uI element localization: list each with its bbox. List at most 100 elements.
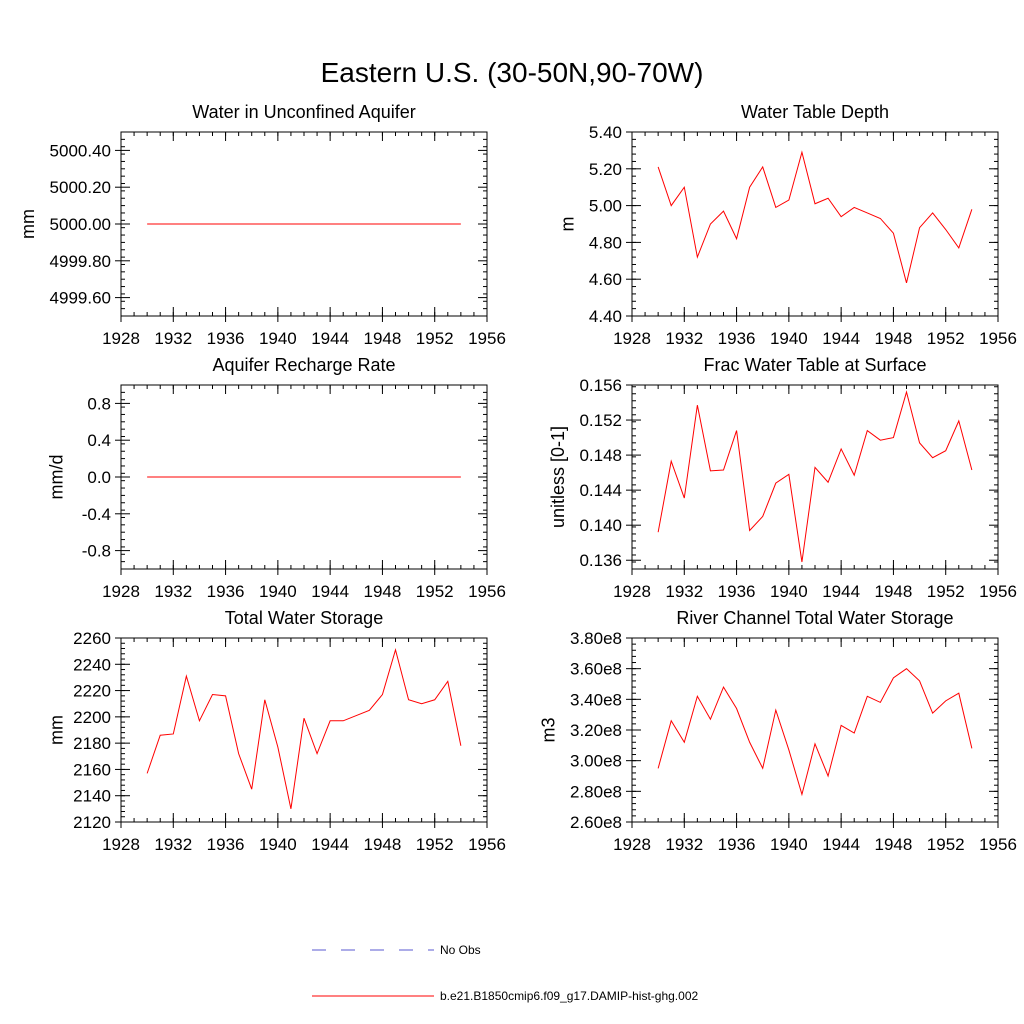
x-tick-label: 1928	[613, 582, 651, 601]
x-tick-label: 1956	[468, 835, 506, 854]
x-tick-label: 1932	[665, 835, 703, 854]
y-tick-label: 0.152	[579, 411, 622, 430]
y-tick-label: 2.80e8	[570, 782, 622, 801]
y-tick-label: 0.156	[579, 376, 622, 395]
x-tick-label: 1952	[927, 582, 965, 601]
x-tick-label: 1936	[718, 329, 756, 348]
y-tick-label: -0.8	[82, 542, 111, 561]
panel-title: Frac Water Table at Surface	[703, 355, 926, 375]
x-tick-label: 1948	[875, 329, 913, 348]
x-tick-label: 1932	[665, 582, 703, 601]
x-tick-label: 1932	[665, 329, 703, 348]
x-tick-label: 1956	[468, 329, 506, 348]
y-axis-label: mm/d	[47, 455, 67, 500]
y-axis-label: m3	[538, 717, 558, 742]
x-tick-label: 1936	[207, 835, 245, 854]
y-tick-label: 0.0	[87, 468, 111, 487]
y-axis-label: m	[558, 217, 578, 232]
series-line	[657, 150, 973, 284]
y-axis-label: mm	[47, 715, 67, 745]
x-tick-label: 1944	[822, 835, 860, 854]
panel-title: Water Table Depth	[741, 102, 889, 122]
x-tick-label: 1944	[311, 582, 349, 601]
y-tick-label: 0.8	[87, 394, 111, 413]
x-tick-label: 1944	[311, 329, 349, 348]
y-tick-label: 5.00	[589, 197, 622, 216]
y-tick-label: 5000.00	[50, 215, 111, 234]
y-tick-label: 5000.20	[50, 178, 111, 197]
y-tick-label: 2.60e8	[570, 813, 622, 832]
y-tick-label: 5.40	[589, 123, 622, 142]
panel-6: River Channel Total Water Storage 1928 193…	[538, 608, 1017, 854]
x-tick-label: 1952	[416, 582, 454, 601]
panel-title: Water in Unconfined Aquifer	[192, 102, 415, 122]
y-tick-label: 4.80	[589, 233, 622, 252]
y-tick-label: 4999.60	[50, 289, 111, 308]
plot-frame	[120, 637, 488, 823]
y-tick-label: 2240	[73, 655, 111, 674]
plot-frame	[631, 131, 999, 317]
x-tick-label: 1936	[718, 582, 756, 601]
x-tick-label: 1928	[102, 835, 140, 854]
x-tick-label: 1940	[770, 835, 808, 854]
panel-3: Aquifer Recharge Rate 1928 1932 1936 1940 194…	[47, 355, 506, 601]
x-tick-label: 1928	[102, 582, 140, 601]
x-tick-label: 1948	[875, 835, 913, 854]
x-tick-label: 1948	[364, 582, 402, 601]
y-tick-label: 4999.80	[50, 252, 111, 271]
y-tick-label: 3.80e8	[570, 629, 622, 648]
x-tick-label: 1956	[468, 582, 506, 601]
x-tick-label: 1928	[613, 329, 651, 348]
x-tick-label: 1948	[875, 582, 913, 601]
panel-2: Water Table Depth 1928 1932 1936 1940 1944 194…	[558, 102, 1017, 348]
y-tick-label: 2260	[73, 629, 111, 648]
y-tick-label: 0.144	[579, 481, 622, 500]
x-tick-label: 1952	[416, 329, 454, 348]
series-line	[657, 668, 973, 797]
y-tick-label: 0.4	[87, 431, 111, 450]
panel-1: Water in Unconfined Aquifer 1928 1932 1936 1…	[18, 102, 506, 348]
x-tick-label: 1944	[822, 329, 860, 348]
y-tick-label: 2160	[73, 760, 111, 779]
x-tick-label: 1940	[259, 582, 297, 601]
y-tick-label: 0.140	[579, 516, 622, 535]
x-tick-label: 1940	[259, 835, 297, 854]
x-tick-label: 1932	[154, 329, 192, 348]
x-tick-label: 1928	[102, 329, 140, 348]
y-tick-label: 0.148	[579, 446, 622, 465]
x-tick-label: 1956	[979, 835, 1017, 854]
x-tick-label: 1952	[927, 329, 965, 348]
x-tick-label: 1940	[770, 329, 808, 348]
y-tick-label: 2200	[73, 708, 111, 727]
x-tick-label: 1956	[979, 329, 1017, 348]
y-tick-label: 4.40	[589, 307, 622, 326]
x-tick-label: 1932	[154, 582, 192, 601]
x-tick-label: 1932	[154, 835, 192, 854]
x-tick-label: 1928	[613, 835, 651, 854]
panel-title: Total Water Storage	[225, 608, 383, 628]
x-tick-label: 1936	[718, 835, 756, 854]
y-tick-label: 2140	[73, 787, 111, 806]
y-axis-label: unitless [0-1]	[548, 426, 568, 528]
x-tick-label: 1940	[770, 582, 808, 601]
y-tick-label: 3.60e8	[570, 660, 622, 679]
y-tick-label: 2180	[73, 734, 111, 753]
x-tick-label: 1952	[927, 835, 965, 854]
y-tick-label: -0.4	[82, 505, 111, 524]
y-tick-label: 2220	[73, 682, 111, 701]
panel-title: Aquifer Recharge Rate	[212, 355, 395, 375]
panel-title: River Channel Total Water Storage	[676, 608, 953, 628]
series-line	[657, 390, 973, 563]
x-tick-label: 1944	[311, 835, 349, 854]
x-tick-label: 1956	[979, 582, 1017, 601]
x-tick-label: 1936	[207, 329, 245, 348]
x-tick-label: 1936	[207, 582, 245, 601]
y-tick-label: 3.00e8	[570, 752, 622, 771]
series-line	[146, 647, 462, 809]
y-tick-label: 5.20	[589, 160, 622, 179]
y-axis-label: mm	[18, 209, 38, 239]
y-tick-label: 3.40e8	[570, 690, 622, 709]
plot-frame	[631, 637, 999, 823]
x-tick-label: 1952	[416, 835, 454, 854]
